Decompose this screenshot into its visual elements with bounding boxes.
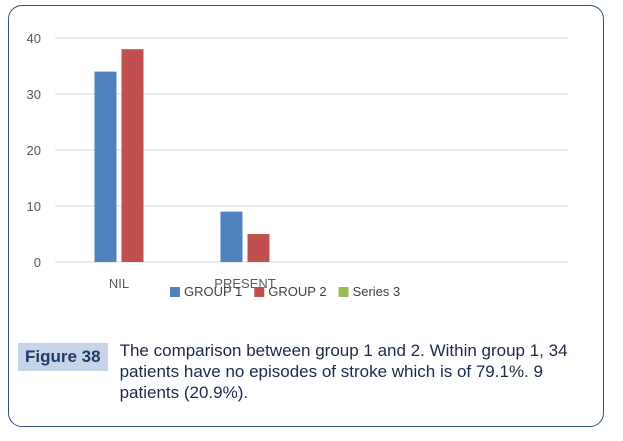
y-tick-label: 10 [27, 199, 41, 214]
y-tick-label: 20 [27, 143, 41, 158]
bar-group-1-nil [94, 71, 117, 262]
bar-group-2-present [247, 234, 270, 262]
x-tick-label: NIL [109, 276, 129, 291]
figure-frame [8, 5, 604, 427]
y-tick-label: 0 [34, 255, 41, 270]
bar-group-1-present [220, 211, 243, 262]
figure-label: Figure 38 [18, 343, 108, 371]
legend-label: GROUP 1 [184, 284, 242, 299]
figure-caption: Figure 38 The comparison between group 1… [18, 340, 598, 403]
y-tick-label: 30 [27, 87, 41, 102]
y-tick-label: 40 [27, 31, 41, 46]
legend-swatch [254, 287, 265, 297]
legend-label: GROUP 2 [268, 284, 326, 299]
figure-caption-text: The comparison between group 1 and 2. Wi… [119, 341, 568, 402]
legend-label: Series 3 [353, 284, 401, 299]
legend-swatch [170, 287, 180, 297]
bar-group-2-nil [121, 49, 144, 263]
legend-swatch [338, 287, 349, 297]
